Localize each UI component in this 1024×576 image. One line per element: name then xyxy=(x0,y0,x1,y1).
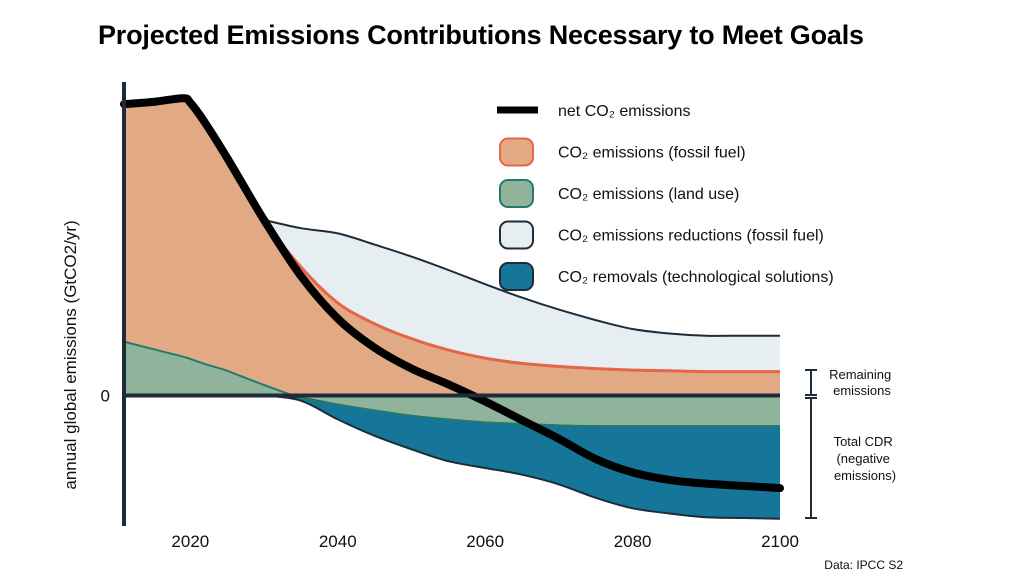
legend-swatch xyxy=(499,179,534,208)
legend-swatch xyxy=(499,220,534,250)
land-use-area xyxy=(124,341,780,427)
axes-layer xyxy=(122,82,780,526)
x-tick-label: 2060 xyxy=(466,532,504,551)
legend-item: net CO₂ emissions xyxy=(497,103,690,120)
brackets: Remaining emissions Total CDR (negative … xyxy=(805,367,897,519)
total-cdr-line-2: (negative xyxy=(836,451,889,466)
legend-item: CO₂ removals (technological solutions) xyxy=(499,262,834,291)
lines-layer xyxy=(120,94,784,520)
legend-swatch xyxy=(499,137,534,167)
x-tick-label: 2040 xyxy=(319,532,357,551)
net-emissions-line xyxy=(120,94,784,493)
total-cdr-label: Total CDR (negative emissions) xyxy=(834,434,897,483)
ticks-layer: 2020 2040 2060 2080 2100 0 xyxy=(101,387,799,552)
legend-label: CO₂ emissions reductions (fossil fuel) xyxy=(558,228,824,245)
legend-swatch xyxy=(499,262,534,291)
x-tick-label: 2080 xyxy=(614,532,652,551)
legend-item: CO₂ emissions reductions (fossil fuel) xyxy=(499,220,824,250)
reductions-edge-line xyxy=(263,219,780,337)
remaining-emissions-label: Remaining emissions xyxy=(829,367,895,398)
reductions-area xyxy=(264,220,780,372)
total-cdr-line-1: Total CDR xyxy=(834,434,893,449)
legend-label: CO₂ emissions (fossil fuel) xyxy=(558,145,746,162)
x-tick-label: 2100 xyxy=(761,532,799,551)
chart-title: Projected Emissions Contributions Necess… xyxy=(98,20,864,50)
y-tick-label: 0 xyxy=(101,387,110,406)
remaining-emissions-line-1: Remaining xyxy=(829,367,891,382)
data-source: Data: IPCC S2 xyxy=(824,558,903,572)
legend-item: CO₂ emissions (land use) xyxy=(499,179,739,208)
areas-layer xyxy=(124,98,780,519)
total-cdr-line-3: emissions) xyxy=(834,468,896,483)
remaining-emissions-line-2: emissions xyxy=(833,383,891,398)
legend-item: CO₂ emissions (fossil fuel) xyxy=(499,137,746,167)
x-tick-label: 2020 xyxy=(171,532,209,551)
land-use-edge-line xyxy=(123,340,780,428)
legend-label: net CO₂ emissions xyxy=(558,103,690,120)
fossil-fuel-area xyxy=(124,98,780,427)
removals-edge-line xyxy=(263,394,781,520)
legend: net CO₂ emissions CO₂ emissions (fossil f… xyxy=(497,103,834,291)
y-axis-label: annual global emissions (GtCO2/yr) xyxy=(61,220,80,489)
legend-label: CO₂ emissions (land use) xyxy=(558,186,739,203)
legend-label: CO₂ removals (technological solutions) xyxy=(558,269,834,286)
